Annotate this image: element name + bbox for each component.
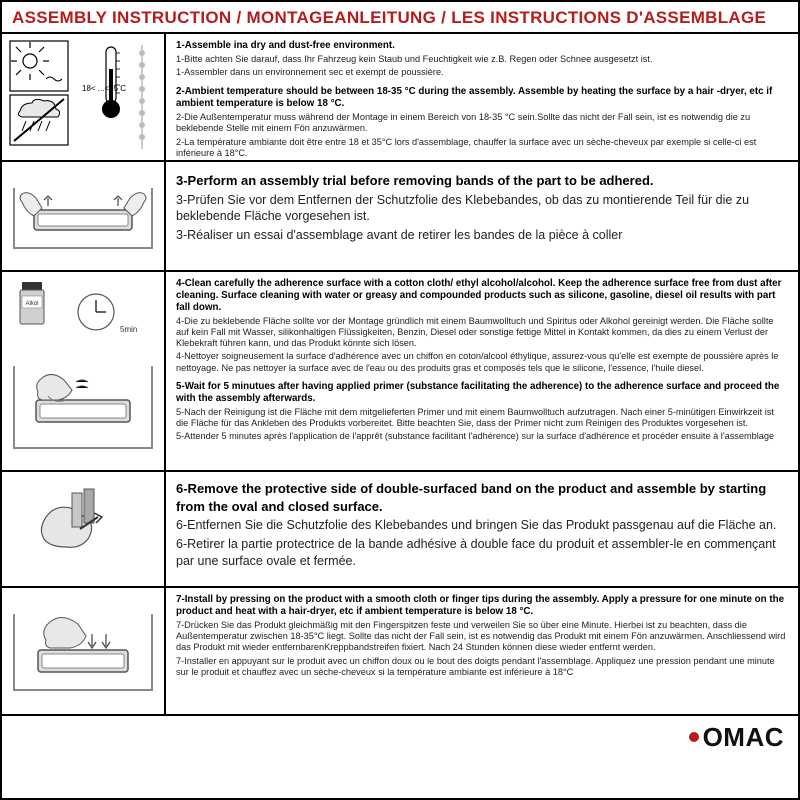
step4-de: 4-Die zu beklebende Fläche sollte vor de…: [176, 316, 788, 350]
row-7: 7-Install by pressing on the product wit…: [2, 588, 798, 716]
step6-de: 6-Entfernen Sie die Schutzfolie des Kleb…: [176, 517, 788, 534]
step4-fr: 4-Nettoyer soigneusement la surface d'ad…: [176, 351, 788, 373]
instruction-sheet: ASSEMBLY INSTRUCTION / MONTAGEANLEITUNG …: [0, 0, 800, 800]
step1-en: 1-Assemble ina dry and dust-free environ…: [176, 40, 788, 52]
step1-de: 1-Bitte achten Sie darauf, dass Ihr Fahr…: [176, 54, 788, 65]
footer: OMAC: [2, 716, 798, 758]
row-4-5: Alkol 5min 4-Clean carefully the adhere: [2, 272, 798, 472]
row-6: 6-Remove the protective side of double-s…: [2, 472, 798, 588]
temp-range-label: 18< ...<35 C: [82, 84, 126, 93]
step7-en: 7-Install by pressing on the product wit…: [176, 594, 788, 618]
alcohol-label: Alkol: [25, 301, 38, 307]
step6-fr: 6-Retirer la partie protectrice de la ba…: [176, 536, 788, 570]
wait-label: 5min: [120, 325, 137, 334]
step3-fr: 3-Réaliser un essai d'assemblage avant d…: [176, 227, 788, 244]
logo-dot-icon: [689, 732, 699, 742]
step5-en: 5-Wait for 5 minutues after having appli…: [176, 381, 788, 405]
illustration-6: [2, 472, 166, 586]
text-7: 7-Install by pressing on the product wit…: [166, 588, 798, 714]
step1-fr: 1-Assembler dans un environnement sec et…: [176, 67, 788, 78]
step3-de: 3-Prüfen Sie vor dem Entfernen der Schut…: [176, 192, 788, 226]
step2-fr: 2-La température ambiante doit être entr…: [176, 137, 788, 159]
text-4-5: 4-Clean carefully the adherence surface …: [166, 272, 798, 470]
text-3: 3-Perform an assembly trial before remov…: [166, 162, 798, 270]
illustration-4-5: Alkol 5min: [2, 272, 166, 470]
row-1: 18< ...<35 C 1-Assemble ina dry and dust…: [2, 34, 798, 162]
page-title: ASSEMBLY INSTRUCTION / MONTAGEANLEITUNG …: [2, 2, 798, 34]
brand-logo: OMAC: [689, 722, 784, 753]
step2-de: 2-Die Außentemperatur muss während der M…: [176, 112, 788, 134]
step2-en: 2-Ambient temperature should be between …: [176, 86, 788, 110]
step6-en: 6-Remove the protective side of double-s…: [176, 480, 788, 515]
row-3: 3-Perform an assembly trial before remov…: [2, 162, 798, 272]
step7-de: 7-Drücken Sie das Produkt gleichmäßig mi…: [176, 620, 788, 654]
step5-fr: 5-Attender 5 minutes après l'application…: [176, 431, 788, 442]
step4-en: 4-Clean carefully the adherence surface …: [176, 278, 788, 314]
text-1-2: 1-Assemble ina dry and dust-free environ…: [166, 34, 798, 160]
logo-text: OMAC: [703, 722, 784, 753]
step7-fr: 7-Installer en appuyant sur le produit a…: [176, 656, 788, 678]
illustration-3: [2, 162, 166, 270]
step3-en: 3-Perform an assembly trial before remov…: [176, 172, 788, 190]
step5-de: 5-Nach der Reinigung ist die Fläche mit …: [176, 407, 788, 429]
illustration-1: 18< ...<35 C: [2, 34, 166, 160]
illustration-7: [2, 588, 166, 714]
text-6: 6-Remove the protective side of double-s…: [166, 472, 798, 586]
